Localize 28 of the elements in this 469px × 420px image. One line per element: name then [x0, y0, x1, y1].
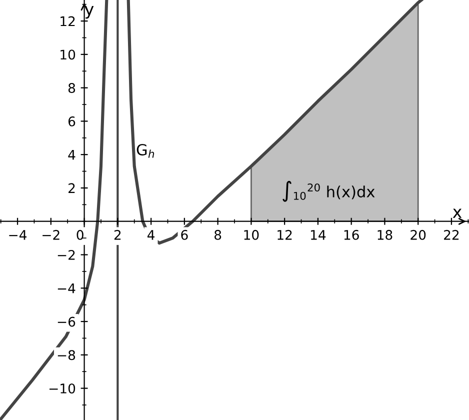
- x-axis-title: x: [452, 208, 462, 218]
- y-tick-label: 2: [68, 183, 75, 193]
- annotation: ∫$_{10}$$^{20}$ h(x)dx: [282, 180, 375, 202]
- x-tick-label: 10: [244, 230, 259, 240]
- x-tick-label: 2: [114, 230, 121, 240]
- x-tick-label: 6: [181, 230, 188, 240]
- y-tick-label: 8: [68, 83, 76, 94]
- x-tick-label: 22: [444, 230, 459, 240]
- x-tick-label: 18: [378, 230, 392, 240]
- y-tick-label: −2: [58, 250, 75, 260]
- x-tick-label: 12: [278, 230, 292, 240]
- x-tick-label: −4: [9, 230, 27, 240]
- x-tick-label: 20: [410, 230, 426, 240]
- y-tick-label: −10: [50, 384, 76, 394]
- y-tick-label: 6: [68, 116, 76, 126]
- x-tick-label: 14: [311, 230, 326, 240]
- x-tick-label: 16: [344, 230, 359, 240]
- y-tick-label: −6: [58, 316, 76, 327]
- y-tick-label: 12: [60, 16, 75, 26]
- x-tick-label: 0: [76, 230, 84, 240]
- y-tick-label: 10: [60, 50, 76, 60]
- x-tick-label: 8: [214, 230, 222, 240]
- x-tick-label: 4: [147, 230, 155, 240]
- y-tick-label: 4: [68, 150, 76, 160]
- y-tick-label: −4: [58, 284, 76, 294]
- y-tick-label: −8: [58, 350, 76, 360]
- x-tick-label: −2: [42, 230, 60, 240]
- annotation: G$_{h}$: [136, 144, 154, 158]
